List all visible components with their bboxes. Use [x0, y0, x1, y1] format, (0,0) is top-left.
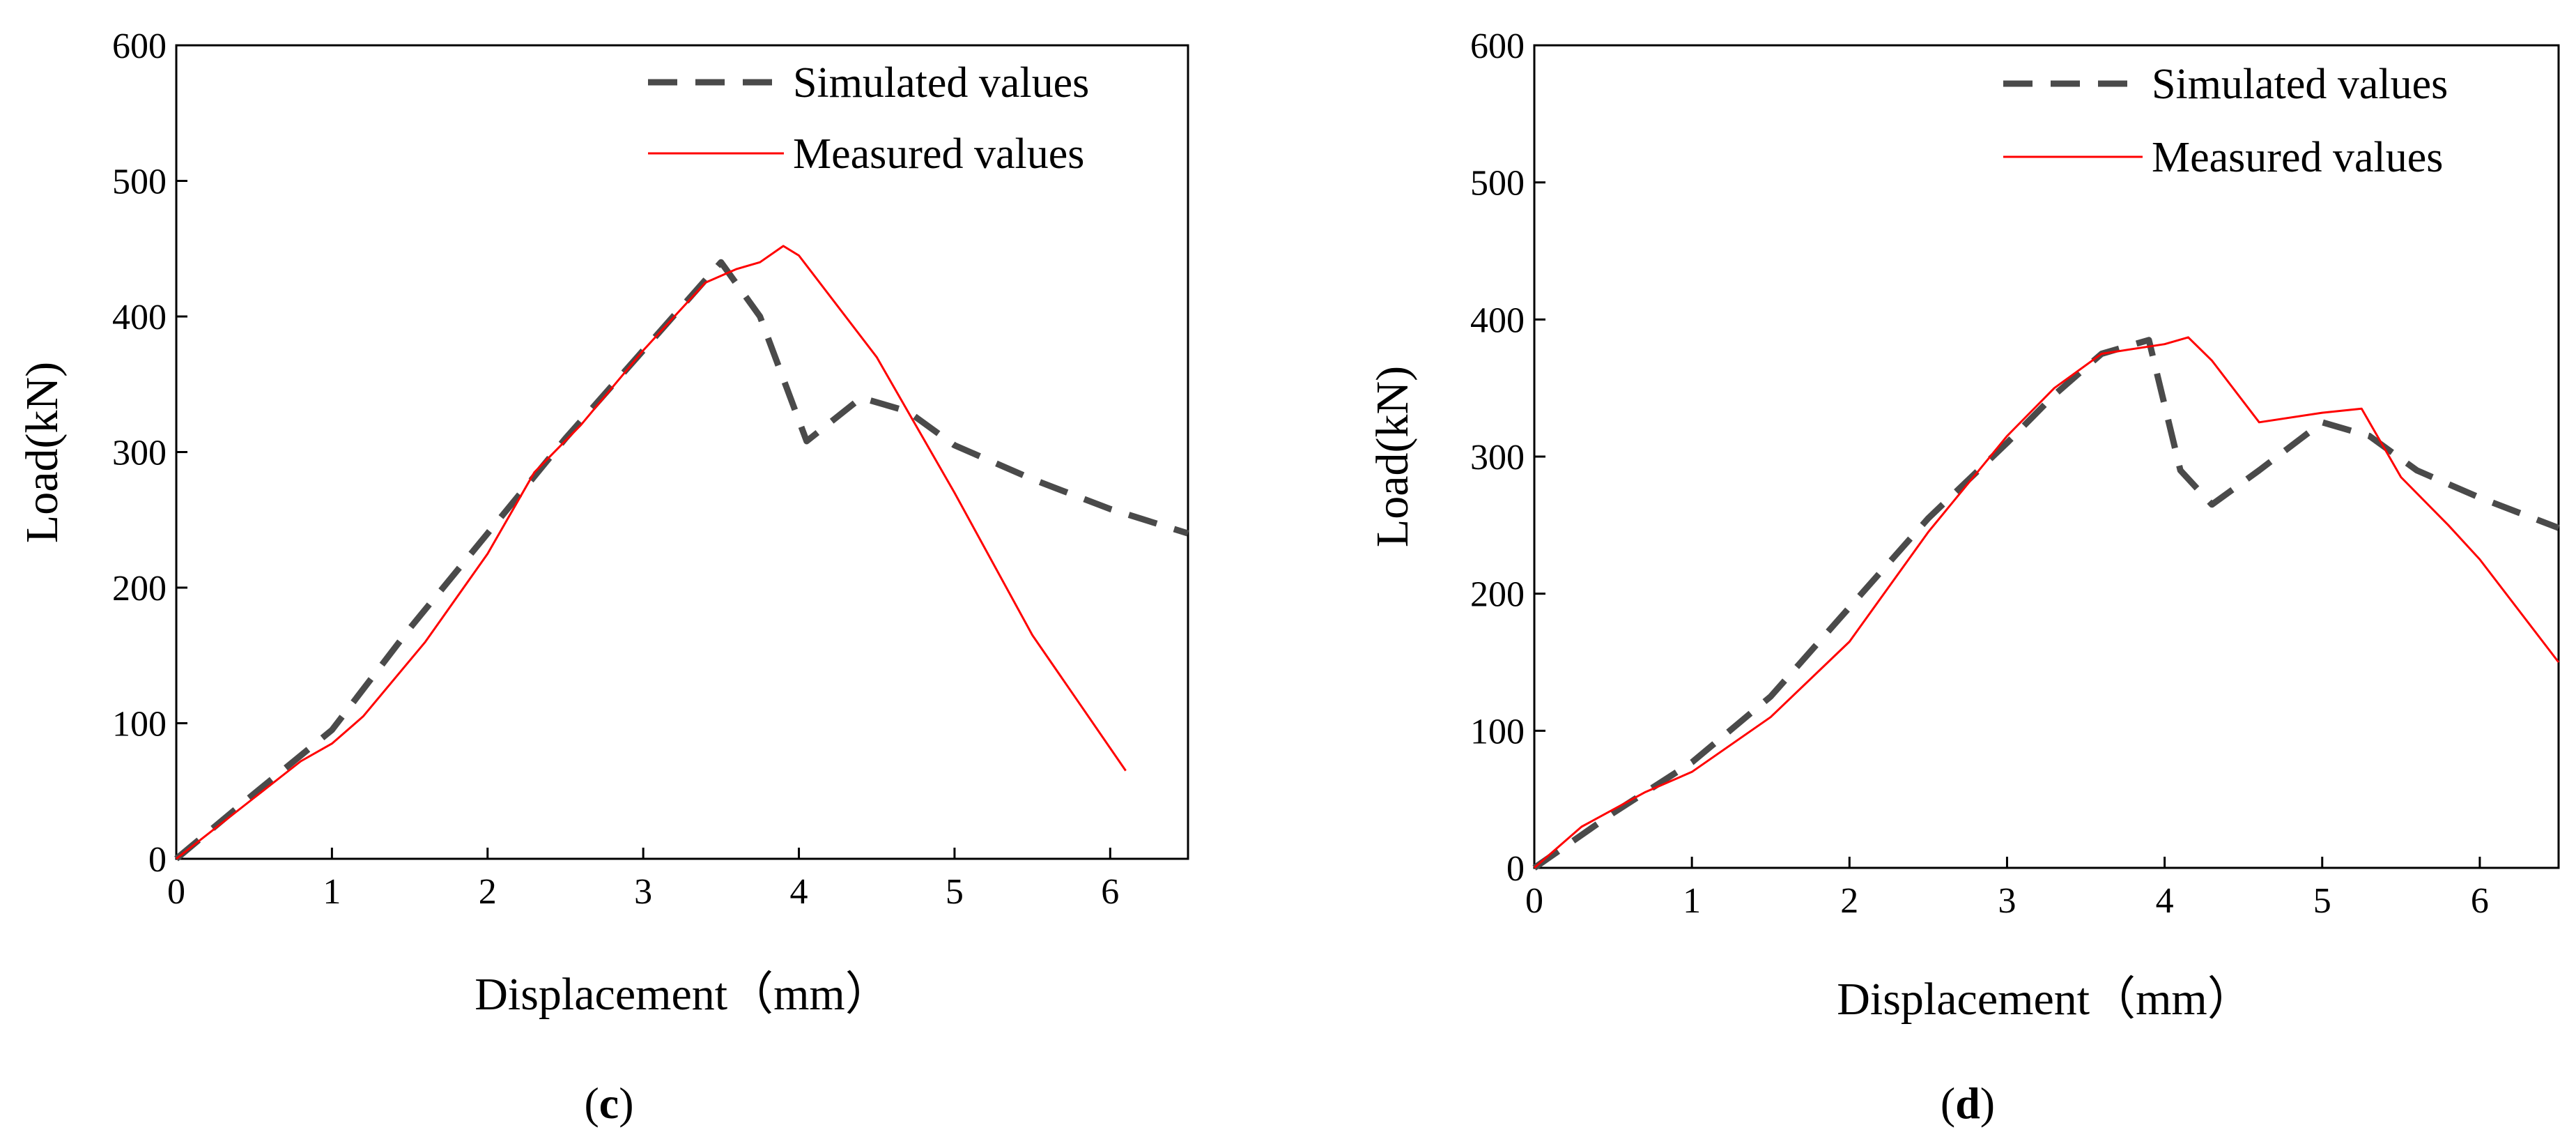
legend-entry-measured: Measured values	[2152, 134, 2443, 181]
y-tick-label: 200	[112, 569, 167, 609]
y-tick-label: 600	[112, 26, 167, 66]
chart-panel-c: Load(kN) Displacement（mm） 0 1 2 3 4 5 6 0 100 200…	[17, 26, 1189, 1128]
y-axis-label: Load(kN)	[1367, 366, 1418, 547]
y-tick-label: 0	[1506, 849, 1525, 889]
x-tick-label: 5	[946, 872, 964, 912]
y-tick-label: 100	[1470, 712, 1525, 751]
x-tick-label: 4	[2156, 881, 2174, 921]
y-tick-label: 600	[1470, 26, 1525, 66]
y-tick-label: 300	[1470, 438, 1525, 478]
y-axis-label: Load(kN)	[17, 362, 68, 543]
y-tick-label: 500	[1470, 164, 1525, 204]
y-tick-label: 200	[1470, 575, 1525, 615]
x-tick-label: 0	[167, 872, 185, 912]
x-tick-label: 6	[2471, 881, 2489, 921]
y-tick-label: 100	[112, 705, 167, 744]
x-axis-label: Displacement（mm）	[1837, 974, 2253, 1025]
legend: Simulated values Measured values	[648, 59, 1089, 178]
panel-caption-c: (c)	[584, 1078, 633, 1128]
series-layer	[174, 245, 1189, 862]
x-tick-label: 6	[1101, 872, 1119, 912]
x-tick-label: 4	[790, 872, 808, 912]
legend: Simulated values Measured values	[2003, 61, 2448, 181]
simulated-values-line	[174, 259, 1189, 862]
x-tick-label: 2	[479, 872, 497, 912]
simulated-values-line	[1532, 337, 2560, 871]
legend-entry-simulated: Simulated values	[2152, 61, 2448, 108]
x-tick-label: 2	[1840, 881, 1858, 921]
legend-entry-measured: Measured values	[793, 130, 1084, 178]
x-tick-label: 3	[1998, 881, 2016, 921]
x-axis-label: Displacement（mm）	[475, 969, 891, 1020]
measured-values-line	[1534, 336, 2560, 869]
tick-group: 0 1 2 3 4 5 6 0 100 200 300 400 500 600	[1470, 26, 2489, 921]
x-tick-label: 1	[323, 872, 341, 912]
chart-panel-d: Load(kN) Displacement（mm） 0 1 2 3 4 5 6 0 100 200…	[1367, 26, 2560, 1128]
x-tick-label: 0	[1525, 881, 1543, 921]
x-tick-label: 5	[2313, 881, 2331, 921]
x-tick-label: 1	[1683, 881, 1701, 921]
legend-entry-simulated: Simulated values	[793, 59, 1089, 107]
x-tick-label: 3	[634, 872, 652, 912]
y-tick-label: 0	[148, 840, 167, 880]
y-tick-label: 400	[1470, 300, 1525, 340]
y-tick-label: 400	[112, 298, 167, 337]
tick-group: 0 1 2 3 4 5 6 0 100 200 300 400 500 600	[112, 26, 1119, 912]
series-layer	[1532, 336, 2560, 871]
y-tick-label: 300	[112, 434, 167, 473]
y-tick-label: 500	[112, 162, 167, 202]
measured-values-line	[176, 245, 1127, 860]
panel-caption-d: (d)	[1941, 1078, 1995, 1128]
